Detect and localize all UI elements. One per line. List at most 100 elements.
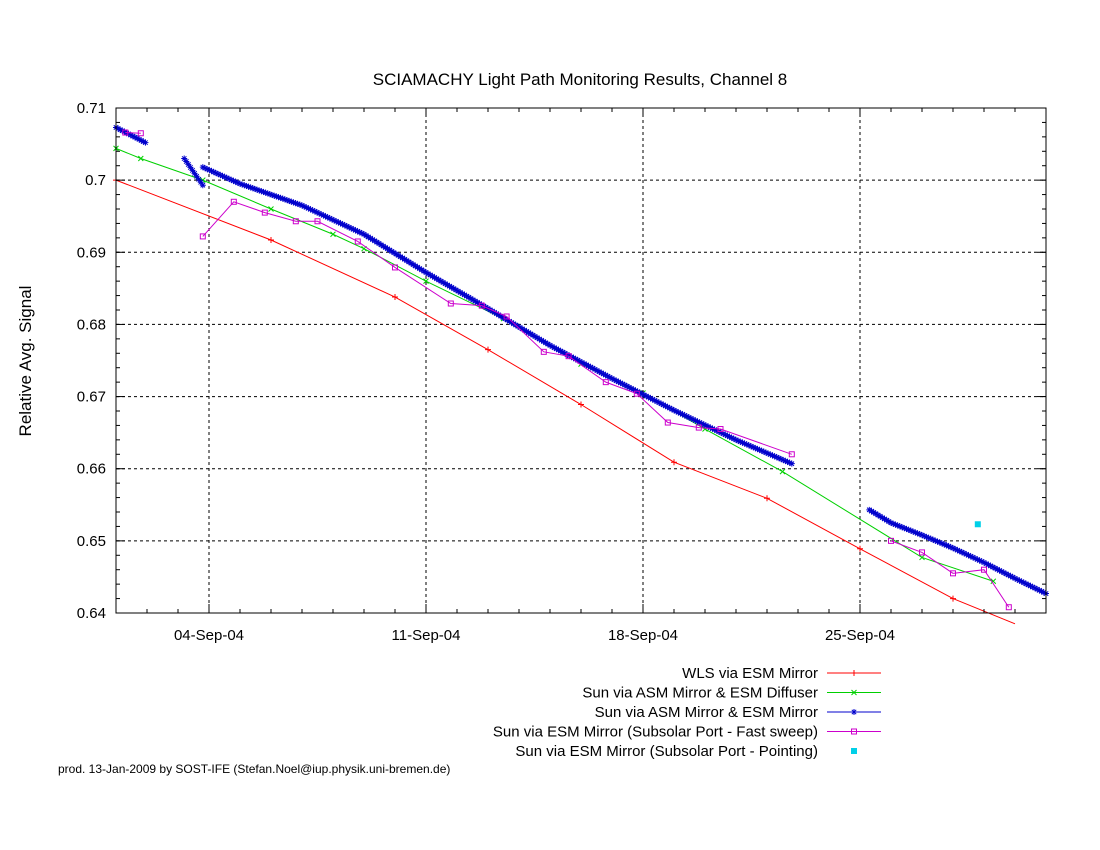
data-point xyxy=(981,566,987,573)
data-point xyxy=(273,193,280,200)
data-point xyxy=(690,416,697,423)
data-point xyxy=(137,155,144,162)
data-point xyxy=(621,382,628,389)
data-point xyxy=(765,450,772,457)
data-point xyxy=(985,561,992,568)
data-point xyxy=(185,161,192,168)
data-point xyxy=(910,528,917,535)
data-point xyxy=(416,265,423,272)
data-point xyxy=(450,285,457,292)
data-point xyxy=(226,175,233,182)
data-point xyxy=(643,393,650,400)
data-point xyxy=(630,386,637,393)
data-point xyxy=(1038,588,1045,595)
data-point xyxy=(651,397,658,404)
legend: WLS via ESM Mirror Sun via ASM Mirror & E… xyxy=(493,665,881,760)
data-point xyxy=(998,568,1005,575)
data-point xyxy=(1036,587,1043,594)
data-point xyxy=(619,381,626,388)
data-point xyxy=(978,558,985,565)
data-point xyxy=(1014,576,1021,583)
data-point xyxy=(688,415,695,422)
data-point xyxy=(741,440,748,447)
data-point xyxy=(717,426,724,433)
data-point xyxy=(1031,585,1038,592)
data-point xyxy=(405,258,412,265)
data-point xyxy=(857,545,863,552)
data-point xyxy=(743,441,750,448)
data-point xyxy=(890,520,897,527)
data-point xyxy=(358,230,365,237)
data-point xyxy=(666,405,673,412)
data-point xyxy=(974,556,981,563)
series-3 xyxy=(122,129,1012,611)
data-point xyxy=(435,276,442,283)
legend-marker xyxy=(851,689,857,696)
data-point xyxy=(1003,570,1010,577)
series-1 xyxy=(113,145,997,585)
data-point xyxy=(373,239,380,246)
data-point xyxy=(549,343,556,350)
data-point xyxy=(478,302,485,309)
data-point xyxy=(705,423,712,430)
data-point xyxy=(952,546,959,553)
data-point xyxy=(399,254,406,261)
legend-marker xyxy=(851,748,857,754)
data-point xyxy=(1012,575,1018,582)
data-point xyxy=(561,350,568,357)
data-point xyxy=(724,432,731,439)
data-point xyxy=(602,379,609,386)
data-point xyxy=(767,451,774,458)
data-point xyxy=(658,400,665,407)
data-point xyxy=(559,349,566,356)
data-point xyxy=(728,434,735,441)
data-point xyxy=(974,521,981,528)
data-point xyxy=(281,196,288,203)
data-point xyxy=(452,286,459,293)
data-point xyxy=(354,238,361,245)
data-point xyxy=(127,132,134,139)
series-0 xyxy=(113,177,1016,625)
data-point xyxy=(950,595,956,602)
data-point xyxy=(649,396,656,403)
y-tick-label: 0.7 xyxy=(85,172,106,189)
data-point xyxy=(600,370,607,377)
data-point xyxy=(230,198,237,205)
data-point xyxy=(268,237,274,244)
data-point xyxy=(307,206,314,213)
data-point xyxy=(779,468,786,475)
data-point xyxy=(919,549,925,556)
data-point xyxy=(702,426,708,432)
data-point xyxy=(954,547,961,554)
data-point xyxy=(525,329,532,336)
data-point xyxy=(264,190,271,197)
data-point xyxy=(363,232,370,239)
data-point xyxy=(375,240,382,247)
data-point xyxy=(382,244,389,251)
data-point xyxy=(519,325,526,332)
data-point xyxy=(888,519,894,526)
data-point xyxy=(268,206,274,212)
data-point xyxy=(140,138,147,145)
data-point xyxy=(581,360,588,367)
data-point xyxy=(604,373,611,380)
data-point xyxy=(408,260,415,267)
data-point xyxy=(314,218,321,225)
data-point xyxy=(1027,582,1034,589)
data-point xyxy=(183,158,190,165)
data-point xyxy=(249,185,256,192)
data-point xyxy=(566,352,573,359)
data-point xyxy=(431,274,438,281)
y-tick-label: 0.64 xyxy=(77,605,106,622)
data-point xyxy=(868,508,875,515)
data-point xyxy=(923,533,930,540)
data-point xyxy=(733,436,739,443)
data-point xyxy=(335,219,342,226)
data-point xyxy=(532,333,539,340)
data-point xyxy=(901,525,908,532)
data-point xyxy=(983,560,990,567)
data-point xyxy=(963,551,970,558)
data-point xyxy=(508,319,515,326)
data-point xyxy=(324,214,331,221)
data-point xyxy=(707,424,714,431)
